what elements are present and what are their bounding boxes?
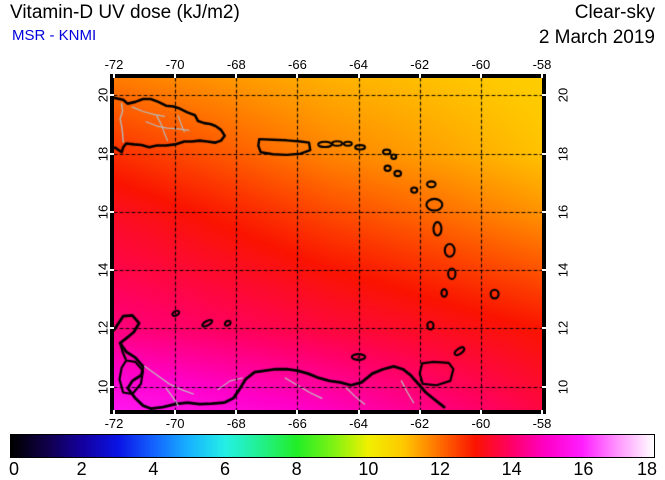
x-tickmark [113,74,115,78]
y-tickmark [110,327,114,330]
x-tickmark [296,74,299,78]
x-tick-top--70: -70 [165,57,185,72]
x-tickmark [418,410,421,414]
map-plot-area [110,74,546,414]
x-tick-top--58: -58 [532,57,552,72]
y-tick-left-18: 18 [95,146,111,161]
colorbar [10,434,655,458]
y-tick-left-20: 20 [95,88,111,103]
colorbar-tick-2: 2 [76,459,87,479]
x-tickmark [418,74,421,78]
colorbar-tick-14: 14 [501,459,522,479]
y-tick-right-18: 18 [555,146,571,161]
y-tickmark [542,385,546,388]
x-tickmark [174,74,177,78]
colorbar-tick-12: 12 [429,459,451,479]
x-tickmark [296,410,299,414]
x-tick-top--72: -72 [104,57,124,72]
x-tick-bottom--66: -66 [288,416,307,431]
colorbar-gradient [11,435,654,457]
x-tick-bottom--70: -70 [165,416,185,431]
x-tickmark [541,74,543,78]
y-tickmark [542,210,546,213]
x-tickmark [113,410,115,414]
y-tick-left-14: 14 [95,262,111,278]
y-tick-right-20: 20 [555,88,571,103]
y-tick-left-16: 16 [95,204,111,220]
x-tickmark [174,410,177,414]
x-tick-top--68: -68 [226,57,246,72]
x-tick-top--60: -60 [471,57,491,72]
x-tick-top--62: -62 [410,57,430,72]
date-label: 2 March 2019 [538,27,655,48]
x-tick-bottom--64: -64 [349,416,368,431]
y-tickmark [542,94,546,97]
x-tick-bottom--68: -68 [226,416,246,431]
x-tickmark [479,410,482,414]
y-tick-right-14: 14 [555,262,571,278]
x-tickmark [357,74,360,78]
page-title: Vitamin-D UV dose (kJ/m2) [10,2,240,23]
colorbar-tick-8: 8 [291,459,302,479]
y-tickmark [110,94,114,97]
x-tickmark [541,410,543,414]
y-tickmark [110,152,114,155]
y-tickmark [542,269,546,272]
x-tickmark [235,74,238,78]
uv-dose-heatmap [114,78,542,410]
x-tick-top--66: -66 [288,57,307,72]
colorbar-tick-0: 0 [8,459,20,479]
data-source-label: MSR - KNMI [12,27,97,44]
y-tickmark [110,210,114,213]
y-tick-right-12: 12 [555,321,571,336]
sky-condition-label: Clear-sky [574,2,655,23]
y-tick-right-10: 10 [555,379,571,394]
x-tick-bottom--58: -58 [532,416,552,431]
y-tickmark [110,385,114,388]
colorbar-tick-4: 4 [148,459,159,479]
x-tick-bottom--60: -60 [471,416,491,431]
y-tickmark [542,152,546,155]
y-tick-left-10: 10 [95,379,111,394]
y-tick-left-12: 12 [95,321,111,336]
x-tickmark [235,410,238,414]
colorbar-tick-10: 10 [358,459,379,479]
x-tickmark [479,74,482,78]
x-tickmark [357,410,360,414]
colorbar-tick-18: 18 [636,459,658,479]
y-tickmark [542,327,546,330]
x-tick-top--64: -64 [349,57,368,72]
colorbar-tick-6: 6 [219,459,231,479]
x-tick-bottom--62: -62 [410,416,430,431]
x-tick-bottom--72: -72 [104,416,124,431]
colorbar-tick-16: 16 [573,459,594,479]
y-tickmark [110,269,114,272]
y-tick-right-16: 16 [555,204,571,220]
